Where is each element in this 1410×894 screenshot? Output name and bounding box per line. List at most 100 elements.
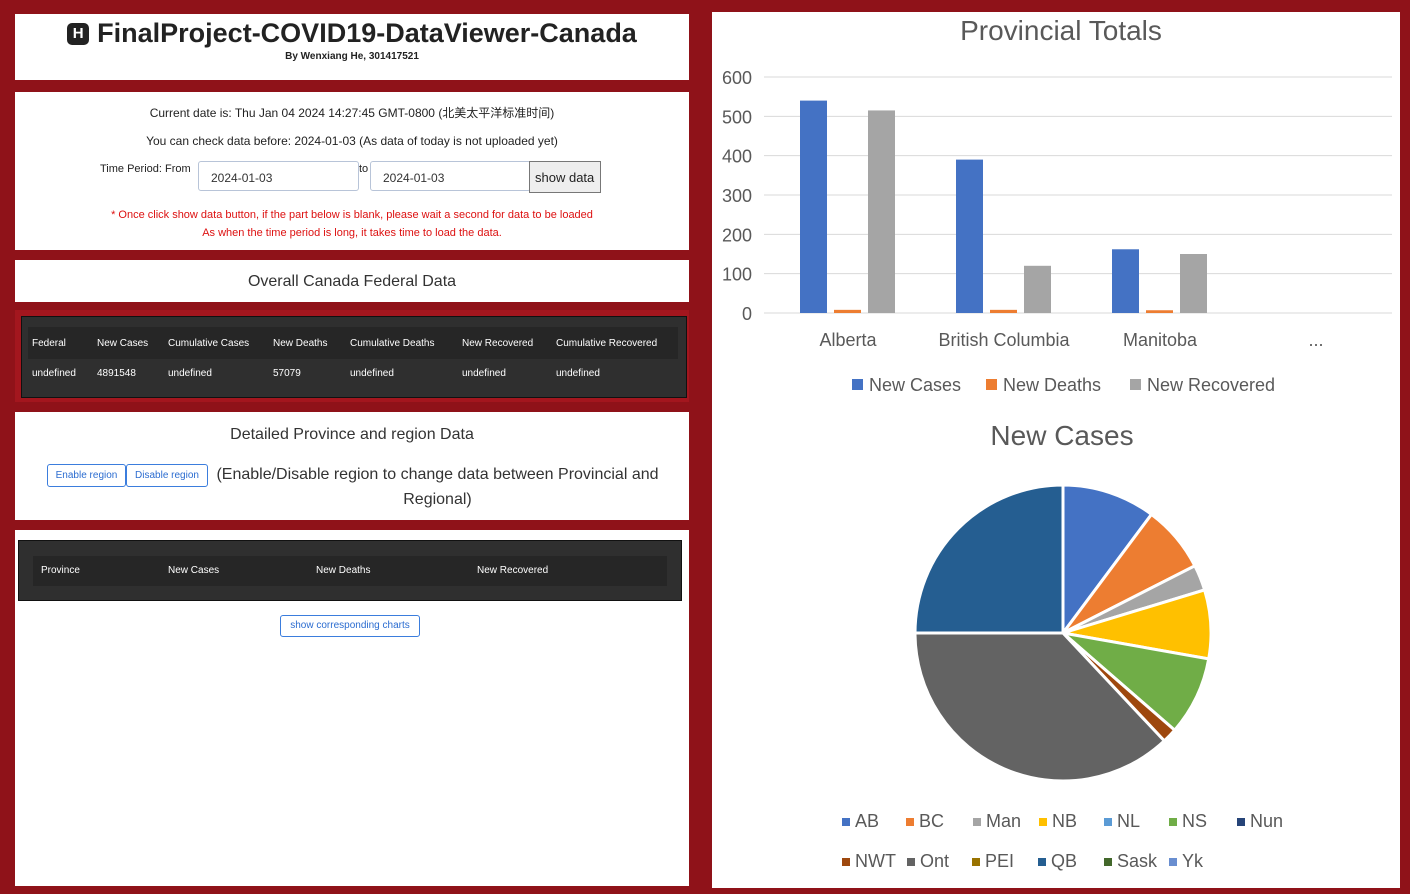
header: H FinalProject-COVID19-DataViewer-Canada … bbox=[15, 14, 689, 80]
period-label: Time Period: From bbox=[100, 163, 191, 175]
bar-legend-label: New Deaths bbox=[1003, 375, 1101, 395]
check-note-text: You can check data before: 2024-01-03 (A… bbox=[146, 134, 558, 148]
pie-legend-label: Man bbox=[986, 811, 1021, 831]
bar-new-deaths bbox=[834, 309, 861, 313]
bar-new-cases bbox=[800, 100, 827, 313]
pie-legend-swatch bbox=[972, 858, 980, 866]
pie-legend-label: NL bbox=[1117, 811, 1140, 831]
bar-ytick-label: 0 bbox=[742, 304, 752, 324]
show-charts-button[interactable]: show corresponding charts bbox=[280, 615, 420, 637]
federal-cell-1: 4891548 bbox=[97, 368, 136, 379]
bar-ytick-label: 400 bbox=[722, 147, 752, 167]
pie-legend-label: Yk bbox=[1182, 851, 1204, 871]
bar-ytick-label: 200 bbox=[722, 225, 752, 245]
pie-slice-qb bbox=[913, 483, 1065, 635]
province-col-3: New Recovered bbox=[477, 565, 549, 576]
pie-legend-label: AB bbox=[855, 811, 879, 831]
pie-legend-swatch bbox=[842, 818, 850, 826]
province-col-2: New Deaths bbox=[316, 565, 371, 576]
page-title-text: FinalProject-COVID19-DataViewer-Canada bbox=[97, 18, 637, 48]
byline: By Wenxiang He, 301417521 bbox=[285, 51, 419, 62]
pie-legend-label: Nun bbox=[1250, 811, 1283, 831]
bar-ytick-label: 300 bbox=[722, 186, 752, 206]
federal-cell-0: undefined bbox=[32, 368, 76, 379]
bar-new-cases bbox=[956, 159, 983, 313]
federal-col-4: Cumulative Deaths bbox=[350, 338, 435, 349]
federal-cell-3: 57079 bbox=[273, 368, 301, 379]
pie-slice-ont bbox=[913, 631, 1167, 783]
date-controls: Current date is: Thu Jan 04 2024 14:27:4… bbox=[15, 92, 689, 250]
province-col-0: Province bbox=[41, 565, 80, 576]
bar-legend-label: New Recovered bbox=[1147, 375, 1275, 395]
pie-legend-swatch bbox=[906, 818, 914, 826]
to-label: to bbox=[359, 163, 369, 175]
bar-legend-swatch bbox=[986, 379, 997, 390]
pie-slice-ab bbox=[1061, 483, 1154, 638]
bar-new-recovered bbox=[1180, 254, 1207, 313]
pie-legend-swatch bbox=[1169, 858, 1177, 866]
pie-legend-label: PEI bbox=[985, 851, 1014, 871]
enable-region-button[interactable]: Enable region bbox=[47, 464, 126, 487]
bar-category-label: Manitoba bbox=[1123, 330, 1198, 350]
pie-legend-swatch bbox=[1237, 818, 1245, 826]
bar-ytick-label: 100 bbox=[722, 265, 752, 285]
federal-col-6: Cumulative Recovered bbox=[556, 338, 658, 349]
disable-region-button[interactable]: Disable region bbox=[126, 464, 208, 487]
bar-ytick-label: 500 bbox=[722, 107, 752, 127]
province-table: Province New Cases New Deaths New Recove… bbox=[18, 540, 682, 601]
bar-new-recovered bbox=[868, 110, 895, 313]
pie-legend-swatch bbox=[842, 858, 850, 866]
current-date-text: Current date is: Thu Jan 04 2024 14:27:4… bbox=[149, 106, 555, 120]
charts-panel: Provincial Totals 0 100 200 300 400 500 600 Alb… bbox=[712, 12, 1400, 888]
pie-legend-swatch bbox=[973, 818, 981, 826]
pie-legend: AB BC Man NB NL NS Nun NWT Ont PEI QB Sask Yk bbox=[842, 811, 1283, 871]
federal-cell-2: undefined bbox=[168, 368, 212, 379]
province-col-1: New Cases bbox=[168, 565, 220, 576]
federal-col-2: Cumulative Cases bbox=[168, 338, 250, 349]
pie-legend-label: NS bbox=[1182, 811, 1207, 831]
page-title: H FinalProject-COVID19-DataViewer-Canada bbox=[15, 14, 689, 49]
warning-line-2: As when the time period is long, it take… bbox=[202, 227, 502, 239]
pie-chart bbox=[913, 483, 1213, 783]
pie-legend-label: Sask bbox=[1117, 851, 1158, 871]
federal-heading: Overall Canada Federal Data bbox=[15, 260, 689, 302]
pie-legend-label: QB bbox=[1051, 851, 1077, 871]
bar-category-label: British Columbia bbox=[938, 330, 1070, 350]
pie-legend-swatch bbox=[1104, 818, 1112, 826]
pie-chart-title: New Cases bbox=[990, 420, 1133, 451]
bar-category-label: ... bbox=[1308, 330, 1323, 350]
federal-table: Federal New Cases Cumulative Cases New D… bbox=[21, 316, 687, 398]
federal-col-3: New Deaths bbox=[273, 338, 328, 349]
bar-new-cases bbox=[1112, 249, 1139, 313]
bar-new-deaths bbox=[990, 309, 1017, 313]
pie-legend-label: NWT bbox=[855, 851, 896, 871]
pie-legend-label: BC bbox=[919, 811, 944, 831]
bar-ytick-label: 600 bbox=[722, 68, 752, 88]
h-square-icon: H bbox=[67, 23, 90, 45]
pie-legend-swatch bbox=[907, 858, 915, 866]
federal-col-5: New Recovered bbox=[462, 338, 534, 349]
federal-cell-5: undefined bbox=[462, 368, 506, 379]
pie-legend-swatch bbox=[1104, 858, 1112, 866]
federal-col-0: Federal bbox=[32, 338, 66, 349]
show-data-button[interactable]: show data bbox=[529, 161, 601, 193]
bar-chart: 0 100 200 300 400 500 600 Alberta British Columb… bbox=[722, 68, 1392, 350]
bar-new-deaths bbox=[1146, 310, 1173, 313]
bar-new-recovered bbox=[1024, 265, 1051, 313]
bar-legend-swatch bbox=[852, 379, 863, 390]
from-date-input[interactable]: 2024-01-03 bbox=[198, 161, 359, 191]
bar-category-label: Alberta bbox=[819, 330, 877, 350]
pie-legend-swatch bbox=[1038, 858, 1046, 866]
bar-chart-title: Provincial Totals bbox=[960, 15, 1162, 46]
province-table-header bbox=[33, 556, 667, 586]
federal-table-header bbox=[28, 327, 678, 359]
bar-legend-swatch bbox=[1130, 379, 1141, 390]
bar-legend: New Cases New Deaths New Recovered bbox=[852, 375, 1275, 395]
pie-legend-label: NB bbox=[1052, 811, 1077, 831]
to-date-input[interactable]: 2024-01-03 bbox=[370, 161, 531, 191]
federal-cell-4: undefined bbox=[350, 368, 394, 379]
warning-line-1: * Once click show data button, if the pa… bbox=[111, 209, 593, 221]
pie-legend-swatch bbox=[1169, 818, 1177, 826]
federal-cell-6: undefined bbox=[556, 368, 600, 379]
federal-col-1: New Cases bbox=[97, 338, 149, 349]
